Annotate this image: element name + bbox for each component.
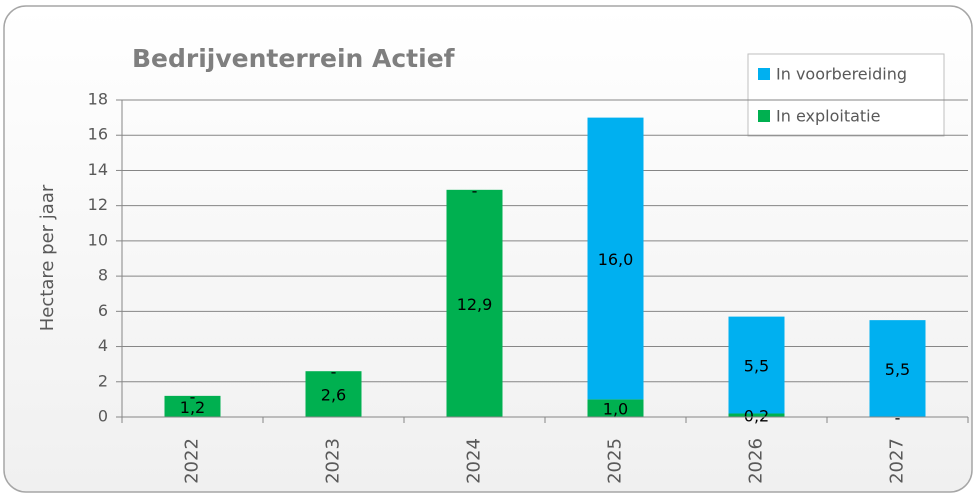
- data-label: 2,6: [321, 386, 346, 405]
- chart-title: Bedrijventerrein Actief: [132, 44, 456, 73]
- y-tick-label: 18: [88, 90, 108, 109]
- bar-segment: [446, 189, 503, 417]
- x-tick-label: 2027: [887, 438, 908, 484]
- bar-segment: [587, 399, 644, 417]
- y-tick-label: 16: [88, 125, 108, 144]
- y-tick-label: 14: [88, 160, 108, 179]
- data-label: -: [331, 363, 337, 382]
- data-label: 12,9: [457, 295, 493, 314]
- y-tick-label: 6: [98, 301, 108, 320]
- data-label: -: [190, 387, 196, 406]
- y-tick-label: 2: [98, 371, 108, 390]
- legend-label: In voorbereiding: [776, 65, 907, 84]
- data-label: -: [472, 181, 478, 200]
- bar-segment: [728, 316, 785, 414]
- bar-segment: [587, 117, 644, 400]
- legend-swatch: [758, 110, 770, 122]
- bar-segment: [728, 413, 785, 417]
- legend-box: [747, 53, 945, 137]
- data-label: 1,0: [603, 400, 628, 419]
- data-label: -: [895, 409, 901, 428]
- bar-segment: [164, 395, 221, 417]
- y-tick-label: 0: [98, 407, 108, 426]
- y-axis-label: Hectare per jaar: [37, 184, 58, 331]
- y-tick-label: 10: [88, 230, 108, 249]
- x-tick-label: 2025: [605, 438, 626, 484]
- legend-swatch: [758, 68, 770, 80]
- data-label: 16,0: [598, 250, 634, 269]
- x-tick-label: 2023: [323, 438, 344, 484]
- data-label: 5,5: [744, 357, 769, 376]
- data-label: 1,2: [180, 398, 205, 417]
- legend-label: In exploitatie: [776, 107, 880, 126]
- x-tick-label: 2024: [464, 438, 485, 484]
- data-label: 5,5: [885, 360, 910, 379]
- y-tick-label: 4: [98, 336, 108, 355]
- bar-segment: [869, 320, 926, 417]
- x-tick-label: 2022: [182, 438, 203, 484]
- bar-segment: [305, 371, 362, 417]
- data-label: 0,2: [744, 407, 769, 426]
- y-tick-label: 8: [98, 266, 108, 285]
- y-tick-label: 12: [88, 195, 108, 214]
- x-tick-label: 2026: [746, 438, 767, 484]
